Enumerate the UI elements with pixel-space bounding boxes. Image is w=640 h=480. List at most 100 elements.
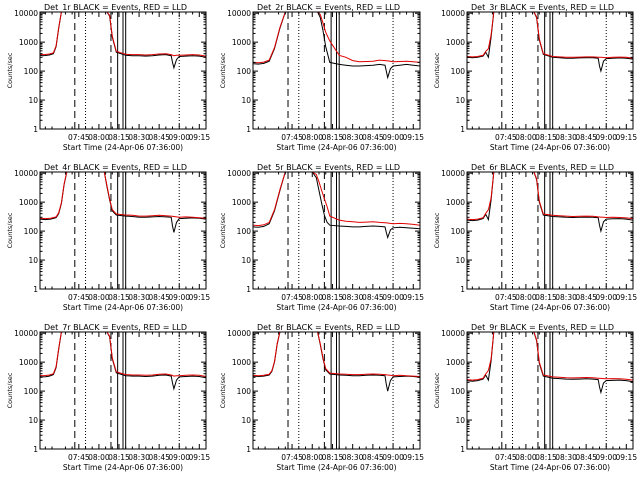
- x-tick-label: 08:30: [555, 133, 577, 142]
- y-tick-label: 10: [455, 256, 465, 265]
- y-axis-label: Counts/sec: [219, 52, 227, 88]
- series-lld-line: [253, 172, 420, 227]
- x-axis-label: Start Time (24-Apr-06 07:36:00): [276, 463, 396, 472]
- y-tick-label: 100: [451, 387, 466, 396]
- x-tick-label: 08:15: [108, 133, 130, 142]
- x-tick-label: 08:30: [342, 133, 364, 142]
- panel-det-2: 1 10 100 1000 10000 07:4508:0008:1508:3008:45…: [219, 3, 424, 152]
- y-tick-label: 10000: [14, 169, 38, 178]
- series-events-line: [467, 332, 633, 395]
- y-tick-label: 10: [28, 96, 38, 105]
- x-axis-label: Start Time (24-Apr-06 07:36:00): [490, 143, 610, 152]
- panel-title: Det_6r BLACK = Events, RED = LLD: [471, 163, 614, 172]
- x-tick-label: 08:15: [108, 293, 130, 302]
- x-tick-label: 08:45: [575, 293, 597, 302]
- series-lld-line: [253, 332, 420, 377]
- y-tick-label: 1: [460, 285, 465, 294]
- y-tick-label: 10: [241, 96, 251, 105]
- y-tick-label: 100: [24, 67, 39, 76]
- y-tick-label: 100: [237, 67, 252, 76]
- x-tick-label: 08:00: [515, 293, 537, 302]
- plot-frame: [466, 171, 634, 290]
- x-tick-label: 09:15: [402, 133, 424, 142]
- x-tick-label: 08:15: [322, 293, 344, 302]
- x-tick-label: 08:00: [515, 453, 537, 462]
- x-tick-label: 08:00: [301, 453, 323, 462]
- x-axis-label: Start Time (24-Apr-06 07:36:00): [276, 143, 396, 152]
- series-lld-line: [467, 172, 633, 221]
- x-tick-label: 09:00: [168, 453, 190, 462]
- y-tick-label: 10000: [227, 329, 251, 338]
- x-tick-label: 07:45: [281, 133, 303, 142]
- x-axis-label: Start Time (24-Apr-06 07:36:00): [276, 303, 396, 312]
- y-tick-label: 1000: [446, 38, 465, 47]
- y-tick-label: 10: [241, 256, 251, 265]
- x-tick-label: 07:45: [495, 453, 517, 462]
- x-tick-label: 08:00: [88, 453, 110, 462]
- x-tick-label: 08:15: [322, 133, 344, 142]
- x-tick-label: 08:30: [128, 293, 150, 302]
- y-axis-label: Counts/sec: [219, 212, 227, 248]
- y-tick-label: 10: [241, 416, 251, 425]
- y-tick-label: 1: [460, 445, 465, 454]
- y-tick-label: 100: [24, 387, 39, 396]
- panel-data: [467, 12, 633, 129]
- y-tick-label: 10000: [227, 9, 251, 18]
- x-tick-label: 09:15: [188, 293, 210, 302]
- panel-data: [40, 332, 206, 449]
- x-axis-label: Start Time (24-Apr-06 07:36:00): [63, 143, 183, 152]
- x-tick-label: 08:45: [362, 293, 384, 302]
- y-tick-label: 1: [246, 285, 251, 294]
- x-tick-label: 08:45: [575, 453, 597, 462]
- x-tick-label: 09:00: [595, 453, 617, 462]
- y-axis-label: Counts/sec: [6, 212, 14, 248]
- x-tick-label: 07:45: [281, 453, 303, 462]
- plot-frame: [252, 11, 421, 130]
- x-tick-label: 08:00: [88, 293, 110, 302]
- x-tick-label: 09:15: [615, 293, 637, 302]
- series-events-line: [467, 172, 633, 234]
- y-tick-label: 100: [237, 227, 252, 236]
- y-axis-label: Counts/sec: [219, 372, 227, 408]
- x-axis-label: Start Time (24-Apr-06 07:36:00): [490, 463, 610, 472]
- y-tick-label: 1000: [232, 198, 251, 207]
- y-tick-label: 1000: [446, 198, 465, 207]
- y-axis-label: Counts/sec: [6, 372, 14, 408]
- y-tick-label: 1: [33, 125, 38, 134]
- y-axis-label: Counts/sec: [433, 372, 441, 408]
- x-tick-label: 09:15: [188, 133, 210, 142]
- x-tick-label: 09:15: [615, 133, 637, 142]
- y-tick-label: 100: [451, 67, 466, 76]
- series-lld-line: [467, 332, 633, 381]
- x-tick-label: 08:15: [535, 453, 557, 462]
- x-tick-label: 09:00: [382, 293, 404, 302]
- plot-frame: [252, 331, 421, 450]
- panel-title: Det_1r BLACK = Events, RED = LLD: [44, 3, 187, 12]
- x-tick-label: 08:45: [362, 453, 384, 462]
- x-tick-label: 08:45: [575, 133, 597, 142]
- plot-frame: [39, 171, 207, 290]
- x-tick-label: 09:15: [615, 453, 637, 462]
- panel-data: [253, 332, 420, 449]
- panel-det-3: 1 10 100 1000 10000 07:4508:0008:1508:3008:45…: [433, 3, 637, 152]
- x-tick-label: 08:30: [342, 293, 364, 302]
- plot-frame: [252, 171, 421, 290]
- x-tick-label: 08:45: [362, 133, 384, 142]
- y-tick-label: 10000: [14, 9, 38, 18]
- y-tick-label: 1000: [19, 358, 38, 367]
- y-tick-label: 1: [246, 445, 251, 454]
- panel-title: Det_5r BLACK = Events, RED = LLD: [257, 163, 400, 172]
- x-tick-label: 09:00: [595, 293, 617, 302]
- plot-frame: [466, 331, 634, 450]
- y-axis-label: Counts/sec: [433, 52, 441, 88]
- series-lld-line: [40, 332, 206, 377]
- y-tick-label: 1000: [19, 198, 38, 207]
- panel-det-9: 1 10 100 1000 10000 07:4508:0008:1508:3008:45…: [433, 323, 637, 472]
- y-tick-label: 100: [237, 387, 252, 396]
- y-tick-label: 10000: [441, 9, 465, 18]
- y-tick-label: 1000: [446, 358, 465, 367]
- plot-frame: [39, 331, 207, 450]
- series-events-line: [467, 12, 633, 74]
- x-tick-label: 08:30: [342, 453, 364, 462]
